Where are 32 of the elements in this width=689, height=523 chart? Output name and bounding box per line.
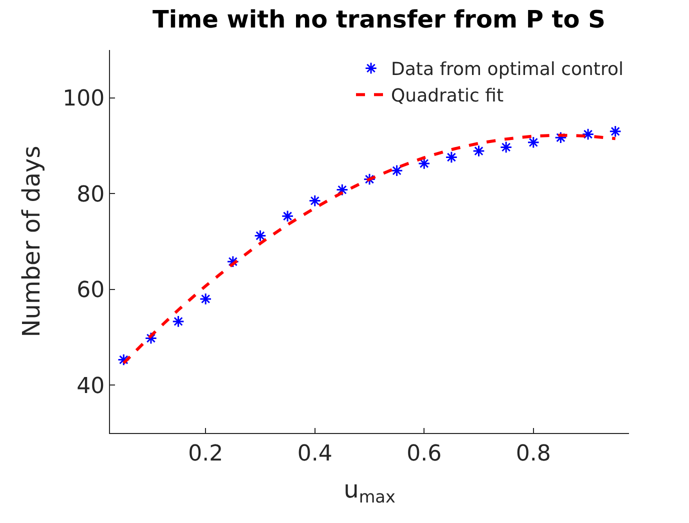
point bbox=[554, 131, 567, 144]
point bbox=[118, 354, 130, 366]
y-tick-label: 100 bbox=[62, 86, 105, 112]
y-tick-label: 80 bbox=[76, 182, 105, 208]
point bbox=[500, 141, 512, 154]
point bbox=[199, 292, 212, 306]
x-tick-label: 0.6 bbox=[406, 441, 442, 466]
x-axis-title: u$_{max}$ bbox=[344, 476, 396, 507]
line-series bbox=[122, 134, 617, 365]
x-tick-label: 0.2 bbox=[188, 441, 224, 466]
y-axis-title: Number of days bbox=[18, 146, 46, 338]
point bbox=[144, 332, 158, 344]
point bbox=[445, 151, 458, 164]
y-tick-label: 60 bbox=[76, 278, 105, 304]
point bbox=[472, 144, 485, 158]
y-tick-label: 40 bbox=[76, 374, 105, 399]
point bbox=[336, 184, 348, 196]
point bbox=[172, 315, 184, 328]
legend-label: Data from optimal control bbox=[391, 59, 624, 80]
point bbox=[281, 210, 294, 222]
chart-title: Time with no transfer from P to S bbox=[152, 5, 606, 34]
point bbox=[527, 136, 540, 149]
point bbox=[609, 125, 622, 138]
point bbox=[582, 128, 594, 140]
point bbox=[226, 255, 240, 268]
point bbox=[308, 194, 322, 207]
x-tick-label: 0.8 bbox=[516, 441, 551, 466]
x-tick-label: 0.4 bbox=[297, 441, 332, 466]
point bbox=[363, 173, 376, 186]
point bbox=[254, 230, 266, 242]
legend-label: Quadratic fit bbox=[391, 86, 504, 107]
point bbox=[390, 164, 403, 177]
